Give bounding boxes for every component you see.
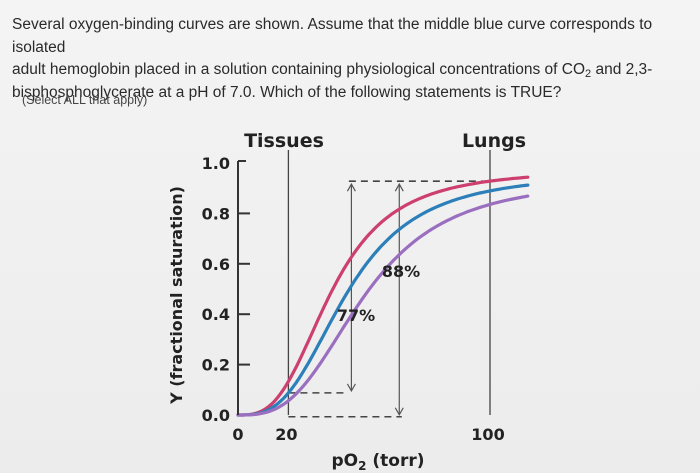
x-tick-label: 100 (471, 425, 504, 444)
question-line-1: Several oxygen-binding curves are shown.… (12, 16, 653, 56)
y-tick-label: 0.2 (202, 356, 230, 375)
y-tick-label: 0.4 (202, 305, 230, 324)
annotation-88: 88% (382, 262, 420, 281)
x-axis-label: pO2 (torr) (331, 451, 424, 473)
question-text: Several oxygen-binding curves are shown.… (12, 14, 684, 104)
x-axis-label-pre: pO (331, 451, 358, 471)
select-all-instruction: (Select ALL that apply) (22, 93, 148, 107)
red-curve (236, 175, 530, 417)
x-tick-label: 20 (275, 425, 297, 444)
blue-arrow-head-bottom (346, 383, 356, 393)
annotation-77: 77% (337, 306, 375, 325)
blue-arrow-head-top (346, 182, 356, 192)
question-line-2-pre: adult hemoglobin placed in a solution co… (12, 61, 586, 78)
lungs-label: Lungs (462, 130, 526, 152)
question-line-3: bisphosphoglycerate at a pH of 7.0. Whic… (12, 83, 562, 101)
purple-arrow-head-top (394, 182, 404, 192)
x-axis-label-post: (torr) (366, 451, 424, 471)
y-tick-label: 0.8 (202, 204, 230, 223)
x-axis-label-sub: 2 (358, 459, 366, 473)
blue-curve (236, 183, 530, 417)
purple-curve (236, 194, 530, 417)
y-tick-label: 0.0 (202, 406, 230, 425)
x-tick-label: 0 (232, 425, 243, 444)
y-tick-label: 0.6 (202, 255, 230, 274)
question-line-2: adult hemoglobin placed in a solution co… (12, 59, 684, 82)
y-axis-label: Y (fractional saturation) (167, 186, 186, 405)
purple-arrow-head-bottom (394, 407, 404, 416)
co2-subscript: 2 (585, 68, 592, 80)
tissues-label: Tissues (244, 130, 324, 152)
question-line-2-post: and 2,3- (591, 61, 653, 78)
y-tick-label: 1.0 (202, 154, 230, 173)
